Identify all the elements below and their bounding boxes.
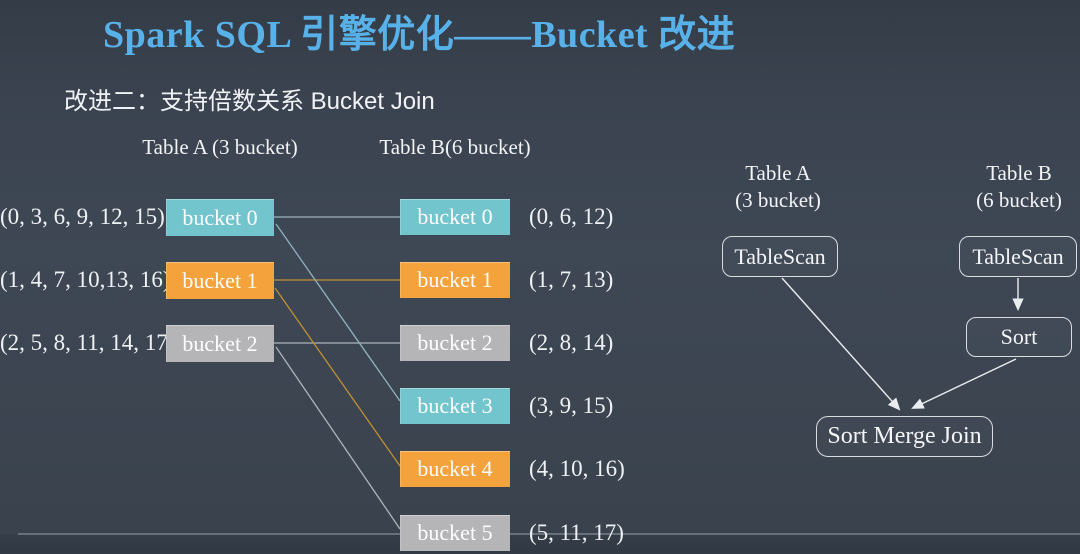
bucket-a0: bucket 0: [166, 199, 274, 236]
tuple-b0: (0, 6, 12): [529, 204, 614, 229]
bucket-a2: bucket 2: [166, 325, 274, 362]
link-a0-b3: [275, 223, 401, 402]
arrow-tablescan-a-to-smj: [781, 277, 901, 411]
table-a-header: Table A (3 bucket): [142, 135, 298, 159]
bucket-b5-label: bucket 5: [417, 520, 493, 545]
bucket-b2: bucket 2: [400, 325, 510, 361]
bucket-a0-label: bucket 0: [182, 204, 258, 230]
plan-node-sort-merge-join: Sort Merge Join: [816, 416, 993, 457]
tuple-b4: (4, 10, 16): [529, 456, 625, 481]
tuple-b2: (2, 8, 14): [529, 330, 614, 355]
link-a1-b4: [274, 287, 401, 467]
plan-node-tablescan-a: TableScan: [722, 236, 838, 277]
tuple-b3: (3, 9, 15): [529, 393, 614, 418]
bucket-a1: bucket 1: [166, 262, 274, 299]
tuple-a1: (1, 4, 7, 10,13, 16): [0, 267, 171, 292]
slide-subtitle: 改进二：支持倍数关系 Bucket Join: [64, 88, 435, 115]
plan-node-tablescan-b: TableScan: [959, 236, 1077, 277]
plan-table-a-label-line2: (3 bucket): [735, 188, 821, 212]
bucket-b0-label: bucket 0: [417, 204, 493, 229]
table-b-header: Table B(6 bucket): [379, 135, 531, 159]
tuple-b1: (1, 7, 13): [529, 267, 614, 292]
bucket-b0: bucket 0: [400, 199, 510, 235]
bucket-a2-label: bucket 2: [182, 330, 258, 356]
tuple-b5: (5, 11, 17): [529, 520, 624, 545]
plan-table-a-label: Table A (3 bucket): [716, 160, 840, 214]
plan-table-b-label-line2: (6 bucket): [976, 188, 1062, 212]
arrow-sort-to-smj: [911, 358, 1017, 409]
bucket-a1-label: bucket 1: [182, 267, 258, 293]
tuple-a0: (0, 3, 6, 9, 12, 15): [0, 204, 165, 229]
bucket-b2-label: bucket 2: [417, 330, 493, 355]
tuple-a2: (2, 5, 8, 11, 14, 17): [0, 330, 176, 355]
bucket-b1: bucket 1: [400, 262, 510, 298]
plan-table-b-label: Table B (6 bucket): [957, 160, 1080, 214]
link-a2-b5: [275, 346, 401, 530]
plan-table-a-label-line1: Table A: [745, 161, 811, 185]
bucket-b3: bucket 3: [400, 388, 510, 424]
plan-table-b-label-line1: Table B: [986, 161, 1052, 185]
bucket-b4-label: bucket 4: [417, 456, 493, 481]
bucket-b4: bucket 4: [400, 451, 510, 487]
bucket-b5: bucket 5: [400, 515, 510, 551]
plan-node-sort: Sort: [966, 317, 1072, 357]
page-title: Spark SQL 引擎优化——Bucket 改进: [103, 14, 736, 56]
bucket-b1-label: bucket 1: [417, 267, 493, 292]
bucket-b3-label: bucket 3: [417, 393, 493, 418]
